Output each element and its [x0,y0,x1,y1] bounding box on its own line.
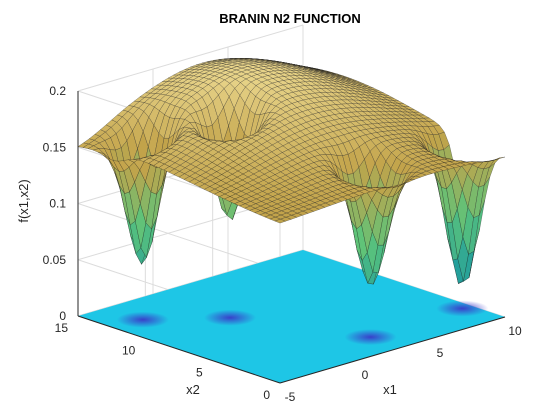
y-tick-label: 0 [263,388,270,402]
contour-minimum [204,309,257,326]
grid-line [77,24,304,92]
y-tick-label: 15 [55,321,69,335]
x-tick-label: 5 [437,346,444,360]
contour-minimum [436,300,489,317]
z-axis-label: f(x1,x2) [16,179,31,222]
x-axis-label: x1 [383,382,397,397]
chart-title: BRANIN N2 FUNCTION [219,11,361,26]
y-tick-label: 10 [122,343,136,357]
y-axis-line [77,315,281,384]
y-axis-label: x2 [186,382,200,397]
x-axis-line [279,316,506,384]
z-tick-label: 0.2 [49,84,66,98]
grid-line [77,203,281,271]
x-tick-label: 10 [508,324,522,338]
contour-plane [78,250,505,383]
z-tick-label: 0.15 [43,140,67,154]
z-tick-label: 0.05 [43,253,67,267]
x-tick-label: -5 [285,390,296,404]
z-tick-label: 0 [59,309,66,323]
contour-minimum [344,329,397,346]
x-tick-label: 0 [362,368,369,382]
contour-minimum [116,311,169,328]
surface-cell [494,156,506,161]
z-tick-label: 0.1 [49,197,66,211]
y-tick-label: 5 [196,366,203,380]
